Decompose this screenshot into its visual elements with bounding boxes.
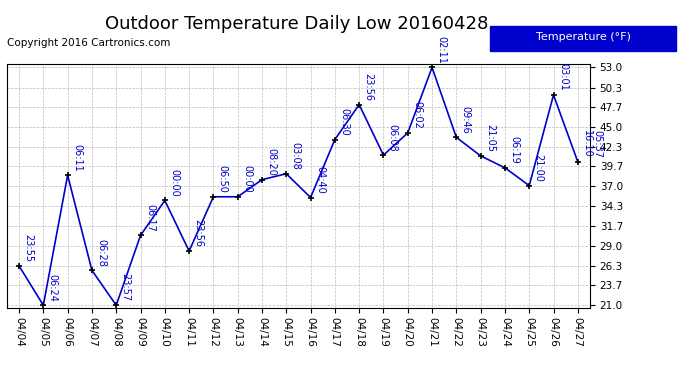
Text: Temperature (°F): Temperature (°F) xyxy=(535,33,631,42)
Temperature (°F) xyxy=(404,130,412,135)
Text: 08:20: 08:20 xyxy=(266,148,277,176)
Temperature (°F) xyxy=(573,160,582,164)
Text: 16:10: 16:10 xyxy=(582,130,592,158)
Text: 03:01: 03:01 xyxy=(558,63,568,91)
Text: 06:17: 06:17 xyxy=(145,204,155,232)
Temperature (°F) xyxy=(331,137,339,142)
Text: 06:28: 06:28 xyxy=(97,239,106,267)
Temperature (°F) xyxy=(355,102,364,107)
Temperature (°F) xyxy=(88,268,96,273)
Temperature (°F) xyxy=(282,171,290,176)
Temperature (°F) xyxy=(137,233,145,238)
Text: 06:19: 06:19 xyxy=(509,136,520,164)
Text: 23:57: 23:57 xyxy=(121,273,130,302)
Text: Outdoor Temperature Daily Low 20160428: Outdoor Temperature Daily Low 20160428 xyxy=(105,15,489,33)
Text: 23:56: 23:56 xyxy=(364,73,373,101)
Temperature (°F) xyxy=(306,195,315,200)
Text: 23:55: 23:55 xyxy=(23,234,33,262)
Temperature (°F) xyxy=(258,177,266,182)
Temperature (°F) xyxy=(549,93,558,97)
Text: 04:40: 04:40 xyxy=(315,166,325,194)
Temperature (°F) xyxy=(209,195,217,199)
Text: 03:08: 03:08 xyxy=(290,142,301,170)
Text: 06:08: 06:08 xyxy=(388,124,398,152)
Temperature (°F) xyxy=(63,173,72,177)
Temperature (°F) xyxy=(501,165,509,170)
Temperature (°F) xyxy=(428,65,436,70)
Text: 06:02: 06:02 xyxy=(412,101,422,129)
Text: 02:11: 02:11 xyxy=(436,36,446,64)
Temperature (°F) xyxy=(233,195,242,199)
Temperature (°F) xyxy=(185,249,193,253)
Text: 05:37: 05:37 xyxy=(592,130,602,158)
Text: 23:56: 23:56 xyxy=(193,219,204,247)
Text: 06:30: 06:30 xyxy=(339,108,349,136)
Temperature (°F) xyxy=(15,264,23,268)
Text: 09:46: 09:46 xyxy=(461,106,471,134)
Text: 21:05: 21:05 xyxy=(485,124,495,152)
Text: Copyright 2016 Cartronics.com: Copyright 2016 Cartronics.com xyxy=(7,38,170,48)
Temperature (°F) xyxy=(112,303,120,307)
Line: Temperature (°F): Temperature (°F) xyxy=(16,64,581,309)
Temperature (°F) xyxy=(161,198,169,203)
Text: 06:24: 06:24 xyxy=(48,274,58,302)
Temperature (°F) xyxy=(525,183,533,188)
Text: 21:00: 21:00 xyxy=(533,154,544,182)
Text: 00:00: 00:00 xyxy=(242,165,252,193)
Text: 06:11: 06:11 xyxy=(72,144,82,171)
Temperature (°F) xyxy=(452,135,460,140)
Temperature (°F) xyxy=(477,154,485,158)
Text: 00:00: 00:00 xyxy=(169,169,179,197)
Temperature (°F) xyxy=(380,153,388,158)
Text: 06:50: 06:50 xyxy=(218,165,228,193)
Temperature (°F) xyxy=(39,303,48,307)
